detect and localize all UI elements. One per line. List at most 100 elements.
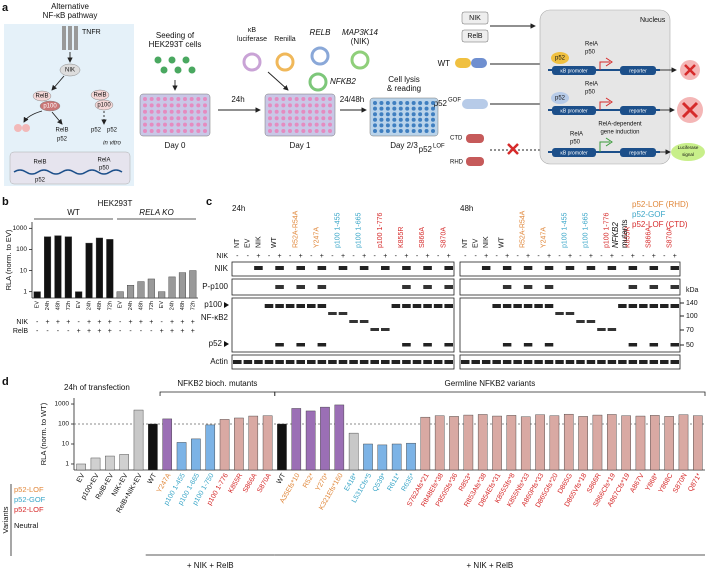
x-tick-label: Q871* [687, 472, 703, 493]
bar [506, 415, 517, 471]
well [163, 116, 167, 121]
row-label: RelB [13, 328, 29, 335]
well [308, 109, 312, 114]
well [418, 101, 423, 105]
bar [148, 423, 158, 471]
row-sign: + [108, 328, 112, 335]
panel-label: b [2, 196, 9, 208]
well [169, 109, 174, 114]
lane-label: NT [462, 238, 469, 248]
x-tick-label: 48h [55, 301, 61, 310]
label: p100 [43, 104, 57, 110]
band [502, 304, 512, 308]
x-tick-label: 24h [170, 301, 176, 310]
well [418, 117, 423, 122]
label: κB [248, 27, 257, 34]
lane-label: R52A-R54A [520, 210, 527, 248]
well [314, 103, 319, 108]
nik-sign: + [631, 253, 635, 260]
plasmid [310, 46, 330, 66]
band [544, 266, 554, 270]
row-sign: + [108, 319, 112, 326]
well [314, 129, 319, 133]
receptor [62, 26, 66, 50]
well [431, 129, 435, 133]
well [398, 112, 403, 117]
bar [377, 444, 388, 471]
luciferase-signal [671, 143, 705, 161]
band [402, 266, 411, 270]
band [307, 360, 316, 364]
bar [75, 291, 83, 299]
label: Luciferase [678, 145, 699, 150]
band [461, 360, 470, 364]
well [183, 97, 187, 101]
well [379, 129, 384, 133]
label: HEK293T cells [149, 40, 202, 49]
timepoint: 24h [232, 204, 245, 213]
label: RELB [310, 28, 332, 37]
well [308, 116, 312, 121]
bar [578, 416, 588, 471]
arrow [23, 110, 43, 123]
nik-sign: + [589, 253, 593, 260]
x-tick-label: Q539* [372, 472, 388, 493]
well [314, 116, 319, 121]
x-tick-label: 72h [107, 301, 113, 310]
band [433, 304, 443, 308]
y-axis-label: RLA (norm. to WT) [39, 402, 48, 465]
relb-box [461, 29, 489, 43]
row-sign: + [46, 319, 50, 326]
well [405, 123, 410, 128]
well [143, 103, 147, 108]
x-tick-label: WT [147, 472, 159, 486]
x-tick-label: R52* [302, 472, 316, 489]
nik-sign: - [475, 253, 478, 260]
well [274, 129, 279, 133]
label: p52 [419, 145, 433, 154]
bar [463, 414, 474, 471]
well [288, 122, 292, 127]
band [481, 266, 491, 270]
well [321, 97, 326, 101]
condition-label: + NIK + RelB [467, 561, 514, 570]
protein [466, 157, 484, 166]
bar [434, 415, 445, 471]
bar [105, 455, 115, 471]
row-sign: - [67, 328, 70, 335]
well [196, 116, 201, 121]
band [264, 360, 274, 364]
row-sign: - [36, 328, 39, 335]
label: Cell lysis [388, 75, 420, 84]
label: signal [682, 152, 694, 157]
well [392, 101, 397, 105]
well [268, 109, 272, 114]
lane-label: WT [271, 236, 278, 248]
well [398, 129, 403, 133]
well [373, 112, 377, 117]
band [243, 360, 253, 364]
nik-row-label: NIK [216, 253, 228, 260]
bar [606, 414, 617, 471]
band [670, 304, 679, 308]
band [275, 266, 284, 270]
legend-entry: p52-LOF (CTD) [632, 220, 688, 229]
bar [76, 463, 86, 471]
bar [133, 409, 144, 471]
protein [462, 99, 488, 109]
band [576, 320, 585, 323]
well [385, 112, 390, 117]
row-sign: - [36, 319, 39, 326]
nik-sign: + [383, 253, 387, 260]
y-tick-label: 1 [65, 461, 69, 468]
well [301, 122, 306, 127]
cell [188, 66, 196, 74]
bracket-label: Germline NFKB2 variants [445, 379, 536, 388]
well [418, 123, 423, 128]
p100 [39, 100, 61, 112]
well [176, 129, 181, 133]
x-tick-label: 24h [87, 301, 93, 310]
bar [119, 454, 129, 471]
bar [492, 415, 502, 471]
well [156, 116, 161, 121]
